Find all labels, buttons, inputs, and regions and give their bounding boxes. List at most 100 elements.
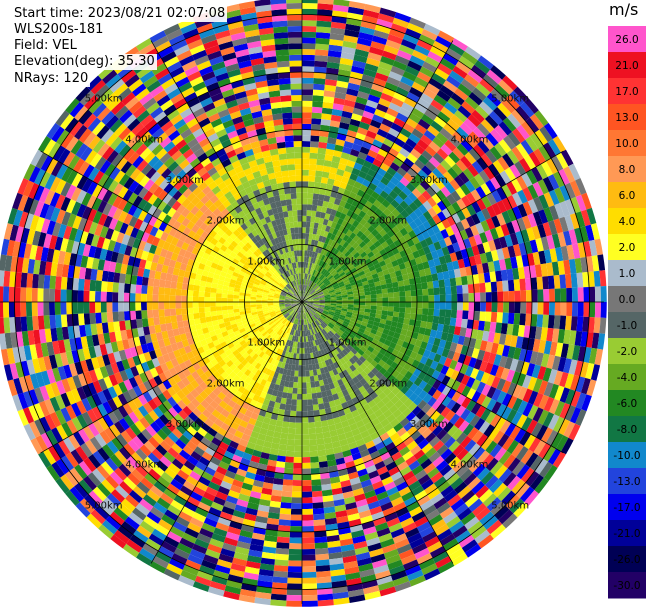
velocity-gate bbox=[251, 532, 266, 541]
velocity-gate bbox=[338, 532, 353, 541]
velocity-gate bbox=[355, 333, 362, 340]
velocity-gate bbox=[314, 264, 319, 271]
velocity-gate bbox=[400, 376, 409, 386]
velocity-gate bbox=[354, 352, 362, 359]
velocity-gate bbox=[383, 378, 392, 388]
velocity-gate bbox=[381, 343, 390, 351]
velocity-gate bbox=[527, 376, 538, 391]
velocity-gate bbox=[302, 502, 313, 509]
velocity-gate bbox=[438, 238, 447, 249]
velocity-gate bbox=[376, 491, 389, 501]
velocity-gate bbox=[342, 332, 349, 339]
velocity-gate bbox=[328, 351, 334, 359]
velocity-gate bbox=[462, 284, 469, 294]
velocity-gate bbox=[417, 438, 429, 450]
velocity-gate bbox=[344, 318, 351, 324]
velocity-gate bbox=[480, 119, 495, 133]
velocity-gate bbox=[178, 575, 195, 587]
velocity-gate bbox=[339, 351, 346, 358]
velocity-gate bbox=[328, 322, 335, 328]
velocity-gate bbox=[319, 315, 326, 321]
velocity-gate bbox=[287, 577, 302, 584]
velocity-gate bbox=[349, 278, 356, 284]
velocity-gate bbox=[187, 554, 204, 566]
velocity-gate bbox=[478, 421, 491, 434]
velocity-gate bbox=[485, 132, 499, 147]
velocity-gate bbox=[285, 398, 292, 405]
velocity-gate bbox=[342, 299, 348, 302]
velocity-gate bbox=[101, 280, 108, 292]
velocity-gate bbox=[362, 484, 375, 494]
velocity-gate bbox=[368, 265, 376, 272]
velocity-gate bbox=[278, 385, 285, 392]
velocity-gate bbox=[302, 175, 309, 182]
velocity-gate bbox=[406, 440, 418, 451]
velocity-gate bbox=[403, 260, 412, 269]
velocity-gate bbox=[436, 392, 447, 404]
velocity-gate bbox=[370, 383, 379, 392]
velocity-gate bbox=[322, 396, 329, 404]
velocity-gate bbox=[591, 332, 600, 349]
velocity-gate bbox=[186, 440, 198, 451]
velocity-gate bbox=[472, 502, 487, 517]
velocity-gate bbox=[473, 283, 481, 293]
velocity-gate bbox=[236, 424, 246, 434]
velocity-gate bbox=[186, 475, 199, 487]
velocity-gate bbox=[275, 348, 281, 355]
velocity-gate bbox=[512, 192, 523, 207]
velocity-gate bbox=[413, 207, 423, 218]
velocity-gate bbox=[346, 335, 354, 342]
velocity-gate bbox=[395, 372, 405, 382]
velocity-gate bbox=[512, 384, 523, 398]
velocity-gate bbox=[378, 275, 386, 282]
velocity-gate bbox=[302, 118, 312, 124]
velocity-gate bbox=[394, 270, 402, 277]
velocity-gate bbox=[257, 396, 265, 404]
velocity-gate bbox=[159, 440, 172, 452]
velocity-gate bbox=[232, 557, 248, 567]
velocity-gate bbox=[304, 291, 307, 297]
velocity-gate bbox=[320, 342, 326, 350]
velocity-gate bbox=[261, 422, 270, 430]
velocity-gate bbox=[333, 198, 342, 206]
velocity-gate bbox=[320, 329, 326, 336]
velocity-gate bbox=[95, 302, 102, 313]
velocity-gate bbox=[391, 377, 401, 387]
velocity-gate bbox=[574, 257, 583, 274]
velocity-gate bbox=[435, 35, 452, 49]
velocity-gate bbox=[160, 492, 174, 505]
velocity-gate bbox=[312, 496, 324, 503]
velocity-gate bbox=[428, 302, 435, 309]
velocity-gate bbox=[310, 358, 316, 365]
velocity-gate bbox=[278, 323, 284, 329]
velocity-gate bbox=[520, 290, 527, 302]
velocity-gate bbox=[303, 324, 306, 331]
velocity-gate bbox=[139, 444, 152, 457]
velocity-gate bbox=[181, 302, 188, 309]
velocity-gate bbox=[485, 374, 496, 387]
velocity-gate bbox=[366, 386, 375, 396]
velocity-gate bbox=[451, 391, 462, 403]
velocity-gate bbox=[275, 420, 284, 427]
velocity-gate bbox=[295, 422, 302, 429]
velocity-gate bbox=[357, 339, 365, 346]
velocity-gate bbox=[303, 313, 305, 320]
velocity-gate bbox=[440, 448, 453, 461]
velocity-gate bbox=[327, 339, 333, 346]
velocity-gate bbox=[207, 586, 225, 597]
velocity-gate bbox=[323, 310, 329, 314]
velocity-gate bbox=[302, 491, 313, 498]
velocity-gate bbox=[309, 288, 314, 294]
velocity-gate bbox=[189, 548, 206, 560]
velocity-gate bbox=[321, 312, 328, 317]
velocity-gate bbox=[335, 457, 346, 466]
velocity-gate bbox=[433, 115, 447, 128]
velocity-gate bbox=[359, 377, 368, 386]
velocity-gate bbox=[570, 273, 578, 288]
velocity-gate bbox=[568, 423, 581, 441]
velocity-gate bbox=[480, 471, 495, 485]
velocity-gate bbox=[450, 477, 464, 490]
velocity-gate bbox=[49, 275, 57, 290]
velocity-gate bbox=[373, 564, 390, 575]
velocity-gate bbox=[318, 281, 324, 287]
